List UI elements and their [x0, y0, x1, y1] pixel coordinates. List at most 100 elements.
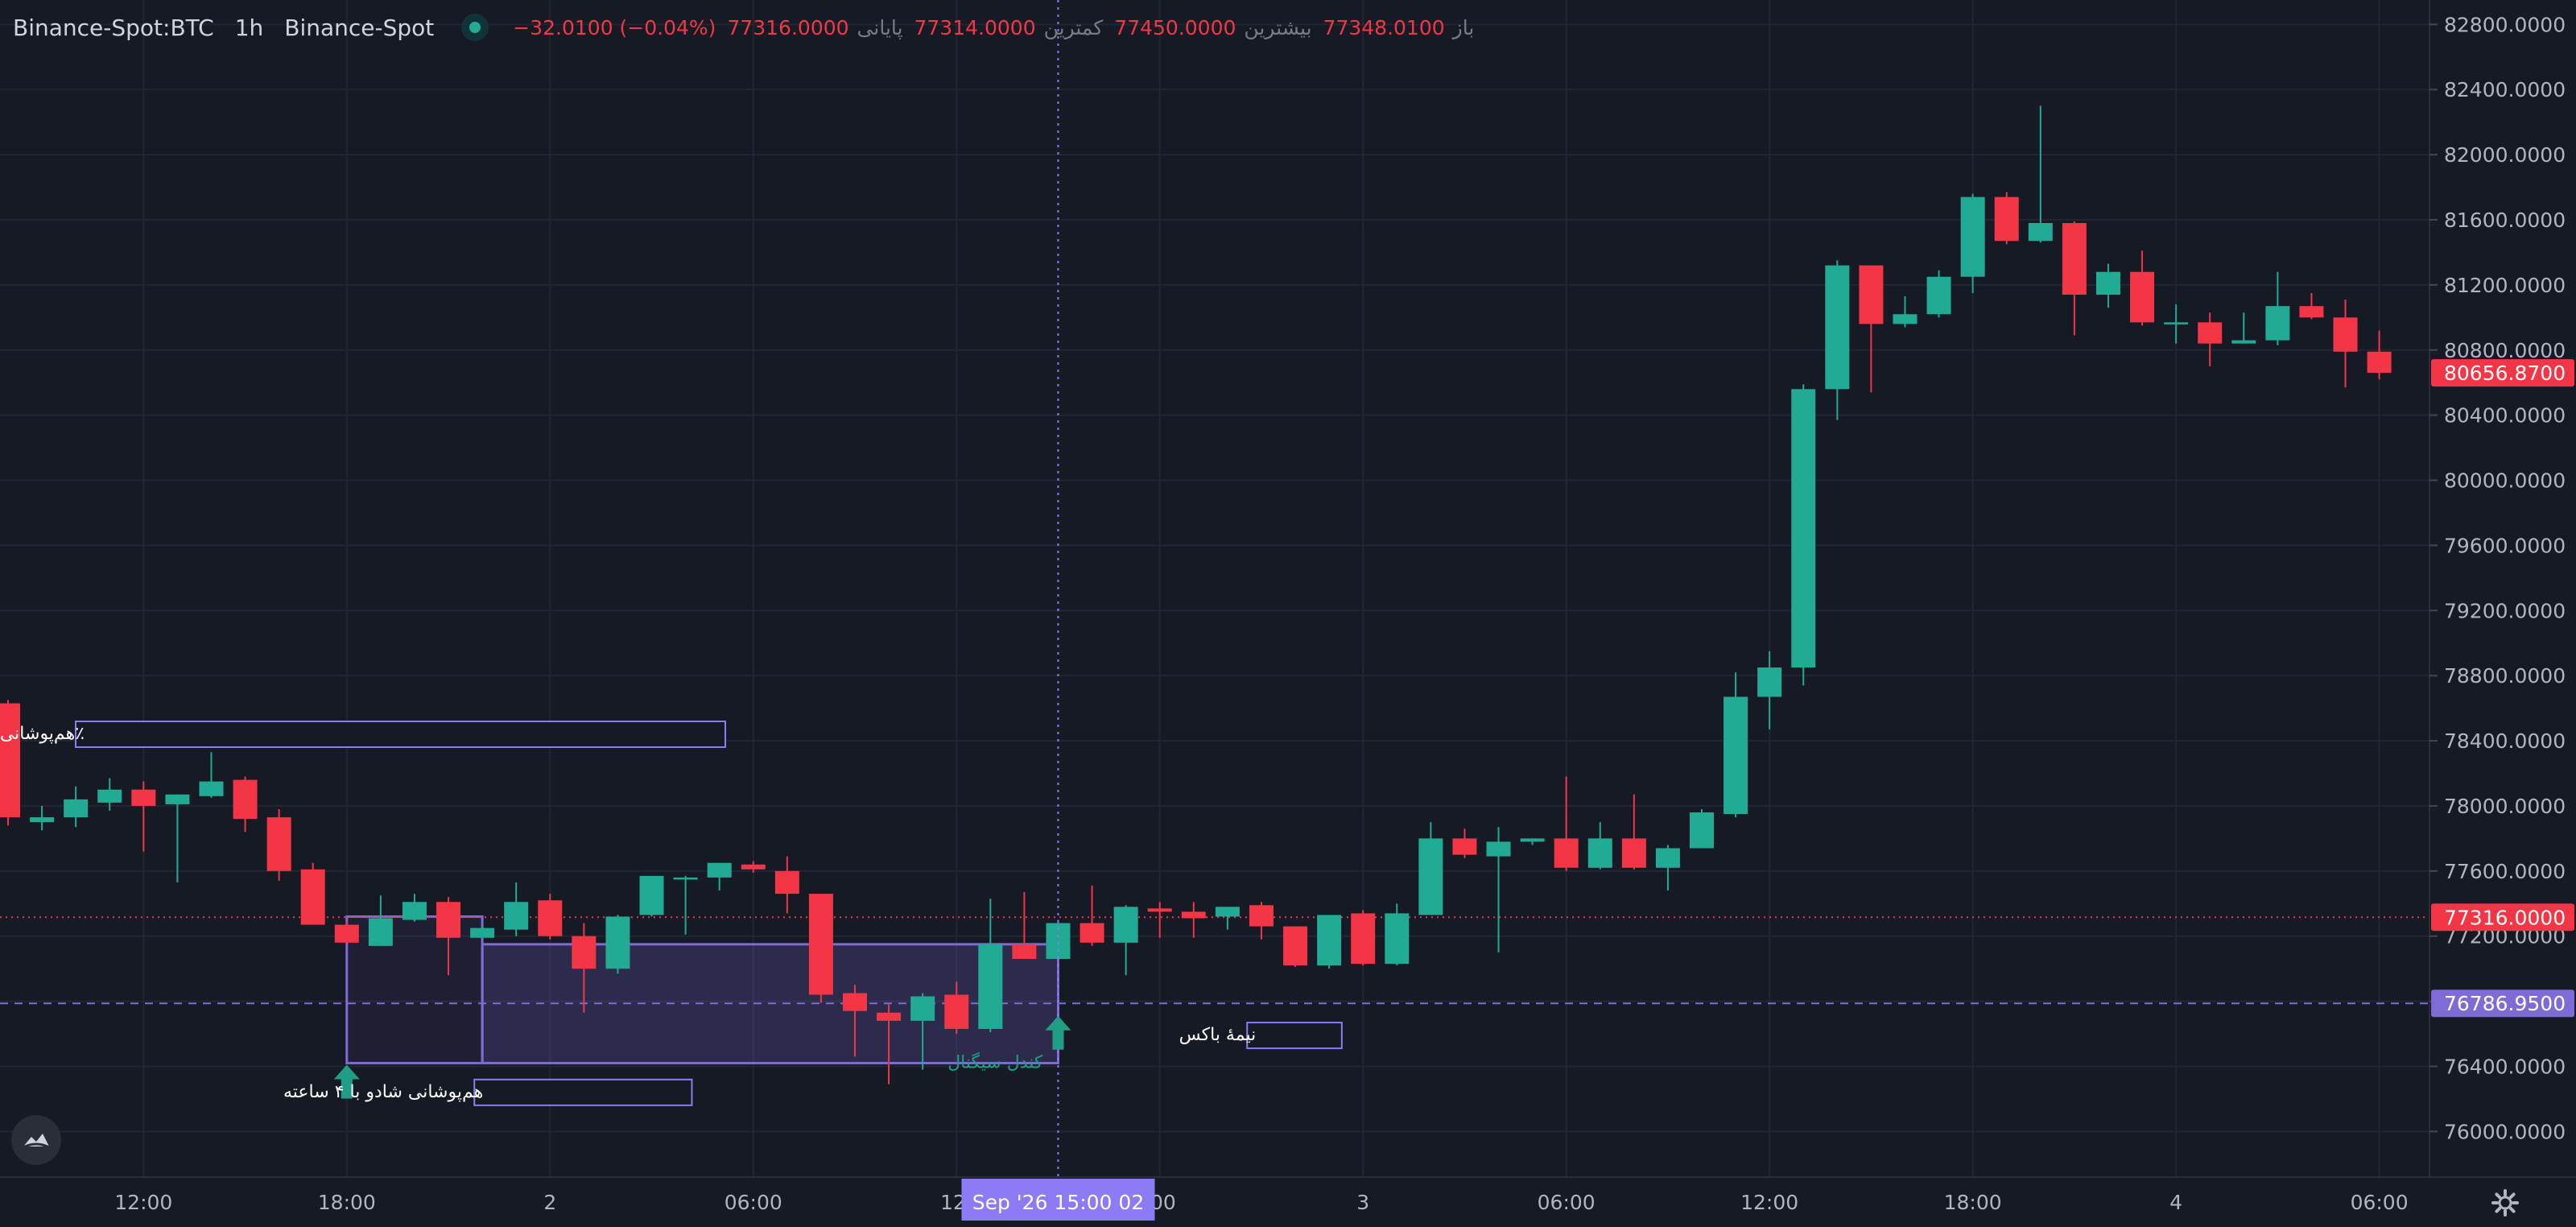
candle-body [1317, 915, 1342, 966]
timeframe-label[interactable]: 1h [234, 14, 264, 41]
annotation-label: نیمهٔ باکس [1179, 1025, 1257, 1045]
annotation-label: هم‌پوشانی شادو با ۴ ساعته [283, 1082, 483, 1102]
candle [944, 981, 969, 1035]
symbol-label[interactable]: Binance-Spot:BTC [13, 14, 214, 41]
candle-body [199, 781, 224, 796]
candle-body [1960, 196, 1985, 277]
low-value: 77314.0000 [914, 15, 1036, 39]
candle-body [978, 944, 1003, 1029]
candle [2265, 271, 2290, 345]
candle [131, 781, 156, 852]
candle [1893, 296, 1918, 328]
candle-body [1520, 838, 1545, 842]
candle [1926, 270, 1951, 318]
candle-body [300, 869, 325, 925]
candle-body [504, 902, 529, 930]
candle [2028, 105, 2053, 243]
candle [165, 794, 190, 882]
candle [741, 861, 766, 873]
time-tick-label: 4 [2169, 1191, 2182, 1214]
settings-gear-icon[interactable] [2489, 1187, 2521, 1219]
candle [1181, 902, 1206, 938]
high-value: 77450.0000 [1114, 15, 1236, 39]
candle-body [2130, 271, 2155, 323]
price-tag-label: 76786.9500 [2444, 992, 2566, 1015]
price-tick-label: 76000.0000 [2444, 1120, 2566, 1143]
candle-body [944, 994, 969, 1029]
candle [2367, 330, 2392, 380]
candle-body [1757, 667, 1782, 697]
candle [1724, 672, 1748, 818]
candle [1215, 907, 1240, 930]
price-tag [2431, 903, 2574, 932]
candle [1080, 886, 1104, 946]
annotation-label: ٪هم‌پوشانی دو تایم · شادو و بدنهٔ بزرگ |… [0, 723, 85, 746]
zone-box [345, 915, 484, 1064]
close-label: پایانی [857, 15, 903, 39]
candle [30, 805, 55, 831]
candle-body [1926, 276, 1951, 315]
candle-body [1486, 841, 1511, 857]
price-tick-label: 82400.0000 [2444, 78, 2566, 101]
candle [2198, 312, 2223, 366]
time-tick-label: 18:00 [318, 1191, 376, 1214]
candle [97, 778, 122, 812]
price-tick-label: 82800.0000 [2444, 13, 2566, 36]
candle [1317, 915, 1342, 969]
candle [2299, 292, 2324, 320]
candle-body [1994, 196, 2019, 242]
candle-body [877, 1012, 902, 1021]
candle-body [334, 924, 359, 943]
price-tick-label: 80800.0000 [2444, 339, 2566, 362]
price-tick-label: 80000.0000 [2444, 469, 2566, 493]
legend-header: Binance-Spot:BTC 1h Binance-Spot باز 7734… [13, 10, 1474, 45]
candle-body [572, 936, 597, 969]
candle-body [2062, 223, 2087, 295]
price-axis[interactable]: 76000.000076400.000076800.000077200.0000… [2429, 0, 2576, 1177]
candle-body [30, 817, 55, 823]
candle-body [402, 902, 427, 920]
candle-body [1147, 908, 1172, 912]
candle-body [2198, 322, 2223, 344]
chart-logo-icon[interactable] [11, 1115, 61, 1165]
candle [843, 985, 867, 1057]
candle-body [2299, 306, 2324, 318]
candle-body [1351, 913, 1376, 965]
signal-arrow-icon [333, 1064, 360, 1099]
time-axis-bg [0, 1177, 2576, 1224]
candle-body [2095, 271, 2120, 295]
time-tick-label: 2 [543, 1191, 556, 1214]
time-axis[interactable]: 12:00 18:00 2 06:00 12::00 3 06:00 12:00 18:00 4 0… [0, 1176, 2576, 1224]
candle [1554, 776, 1579, 871]
candle-body [233, 779, 258, 820]
candle-body [1791, 389, 1816, 668]
price-tick-label: 79600.0000 [2444, 534, 2566, 557]
candle-body [1587, 838, 1612, 868]
price-tick-label: 78800.0000 [2444, 664, 2566, 688]
candle [2333, 300, 2358, 388]
candle-body [1080, 923, 1104, 943]
candle [1283, 926, 1308, 968]
time-tick-label: 12:00 [1740, 1191, 1798, 1214]
candle-body [1621, 838, 1646, 868]
candle-body [2333, 317, 2358, 352]
exchange-label: Binance-Spot [284, 14, 435, 41]
candle [2164, 304, 2189, 344]
market-status-icon[interactable] [461, 14, 489, 41]
time-tick-label: 06:00 [1538, 1191, 1596, 1214]
open-label: باز [1452, 15, 1475, 39]
candle [639, 875, 664, 917]
candle-body [2265, 306, 2290, 341]
candle [2062, 221, 2087, 336]
candles [0, 105, 2392, 1084]
candle-body [1283, 926, 1308, 966]
candle [402, 894, 427, 922]
candle [504, 882, 529, 936]
candle [1012, 892, 1037, 960]
candle [266, 808, 291, 881]
high-label: بیشترین [1244, 15, 1312, 39]
candle [978, 899, 1003, 1033]
price-tag [2431, 989, 2574, 1018]
